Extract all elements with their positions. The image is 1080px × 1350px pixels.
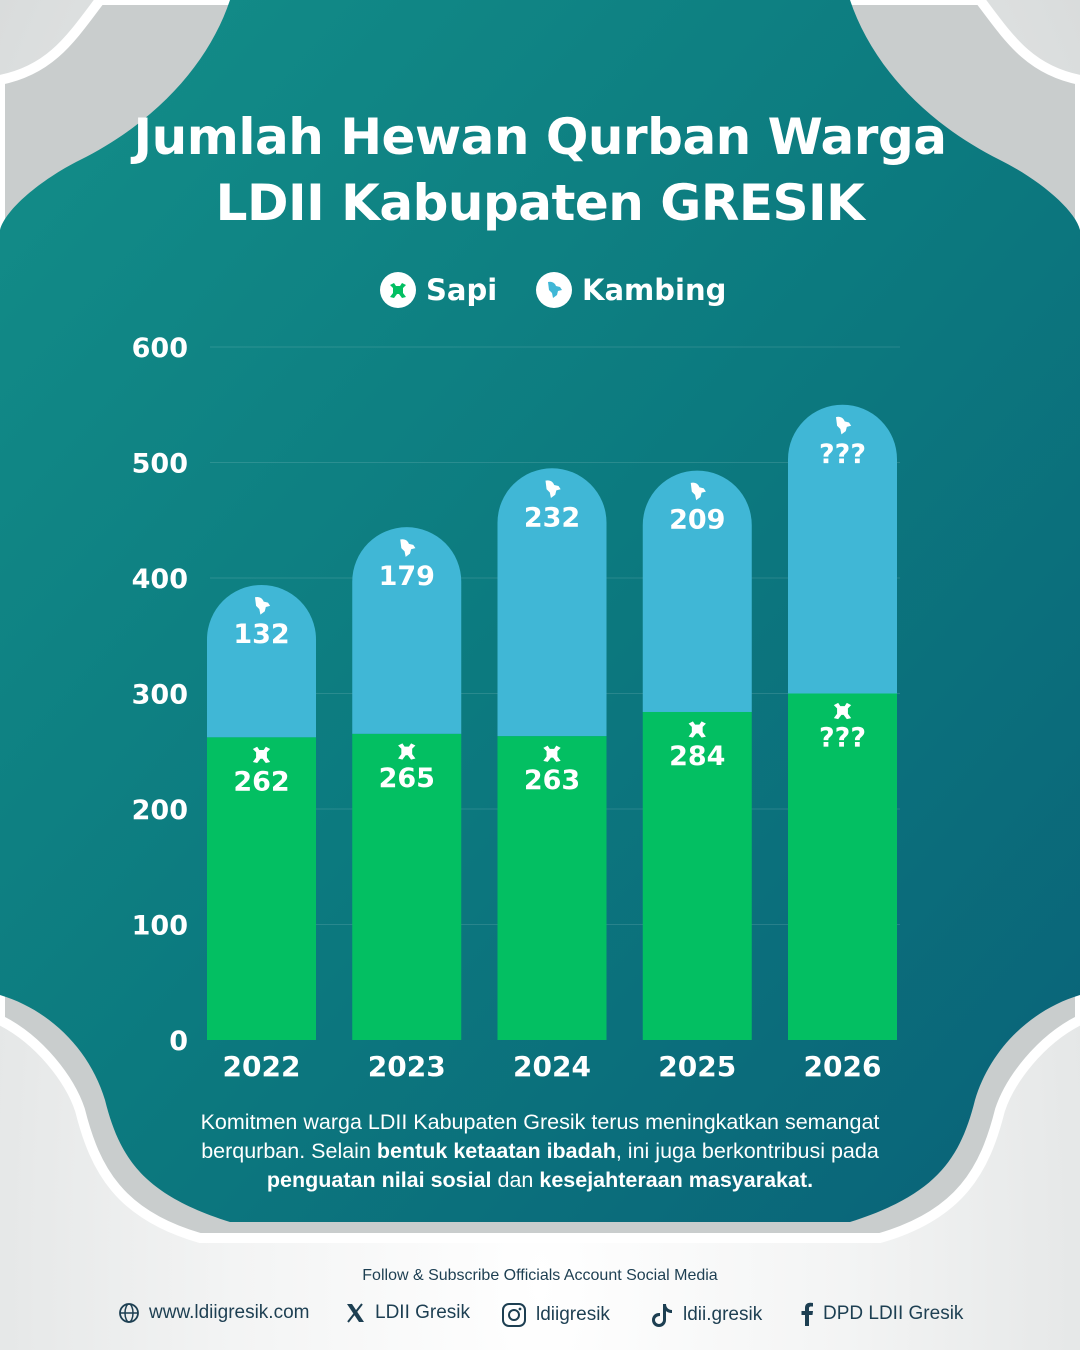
bar-sapi-2026 bbox=[788, 693, 897, 1040]
y-tick-label-600: 600 bbox=[132, 333, 188, 364]
description-part-1: Komitmen warga LDII Kabupaten Gresik ter… bbox=[200, 1110, 880, 1163]
tiktok-link[interactable]: ldii.gresik bbox=[650, 1302, 762, 1328]
bar-kambing-2024 bbox=[497, 468, 607, 737]
facebook-link[interactable]: DPD LDII Gresik bbox=[800, 1302, 963, 1326]
kambing-value-label-2023: 179 bbox=[379, 561, 435, 592]
bar-sapi-2025 bbox=[642, 711, 752, 1040]
title-line-1: Jumlah Hewan Qurban Warga bbox=[133, 108, 947, 166]
title-line-2: LDII Kabupaten GRESIK bbox=[215, 174, 865, 232]
tiktok-icon bbox=[652, 1304, 672, 1327]
legend-label-sapi: Sapi bbox=[426, 273, 498, 307]
cow-icon bbox=[380, 272, 416, 308]
tiktok-label: ldii.gresik bbox=[683, 1304, 763, 1325]
bar-kambing-2026 bbox=[788, 404, 897, 694]
y-tick-label-200: 200 bbox=[132, 795, 188, 826]
chart-legend: Sapi Kambing bbox=[0, 272, 1080, 316]
x-label: LDII Gresik bbox=[375, 1302, 471, 1323]
x-link[interactable]: LDII Gresik bbox=[344, 1302, 470, 1324]
legend-item-sapi: Sapi bbox=[380, 272, 497, 308]
x-tick-label-2022: 2022 bbox=[223, 1050, 301, 1083]
facebook-icon bbox=[801, 1302, 813, 1326]
globe-icon bbox=[119, 1303, 139, 1323]
y-tick-label-300: 300 bbox=[132, 680, 188, 711]
y-tick-label-0: 0 bbox=[169, 1026, 188, 1057]
sapi-value-label-2024: 263 bbox=[524, 765, 580, 796]
x-logo-icon bbox=[347, 1303, 364, 1323]
bar-kambing-2023 bbox=[352, 527, 462, 734]
social-links: www.ldiigresik.com LDII Gresik ldiigresi… bbox=[0, 1302, 1080, 1332]
kambing-value-label-2024: 232 bbox=[524, 502, 580, 533]
sapi-value-label-2025: 284 bbox=[669, 741, 725, 772]
instagram-label: ldiigresik bbox=[536, 1304, 610, 1325]
description-text: Komitmen warga LDII Kabupaten Gresik ter… bbox=[190, 1108, 890, 1195]
sapi-value-label-2026: ??? bbox=[819, 723, 866, 754]
bar-sapi-2023 bbox=[352, 733, 462, 1040]
x-tick-label-2024: 2024 bbox=[513, 1050, 591, 1083]
chart-title: Jumlah Hewan Qurban Warga LDII Kabupaten… bbox=[0, 104, 1080, 236]
description-part-2: , ini juga berkontribusi pada bbox=[615, 1139, 879, 1163]
instagram-link[interactable]: ldiigresik bbox=[501, 1302, 610, 1328]
facebook-label: DPD LDII Gresik bbox=[823, 1303, 964, 1324]
kambing-value-label-2022: 132 bbox=[233, 619, 289, 650]
website-label: www.ldiigresik.com bbox=[149, 1302, 310, 1323]
sapi-value-label-2022: 262 bbox=[233, 766, 289, 797]
bar-sapi-2022 bbox=[207, 737, 316, 1040]
y-tick-label-100: 100 bbox=[132, 911, 188, 942]
kambing-value-label-2025: 209 bbox=[669, 505, 725, 536]
description-bold-3: kesejahteraan masyarakat. bbox=[539, 1168, 814, 1192]
sapi-value-label-2023: 265 bbox=[379, 763, 435, 794]
website-link[interactable]: www.ldiigresik.com bbox=[118, 1302, 309, 1324]
legend-item-kambing: Kambing bbox=[536, 272, 726, 308]
y-tick-label-400: 400 bbox=[132, 564, 188, 595]
x-tick-label-2026: 2026 bbox=[804, 1050, 882, 1083]
description-bold-2: penguatan nilai sosial bbox=[266, 1168, 492, 1192]
x-tick-label-2023: 2023 bbox=[368, 1050, 446, 1083]
bar-sapi-2024 bbox=[497, 736, 607, 1040]
legend-label-kambing: Kambing bbox=[582, 273, 727, 307]
follow-text: Follow & Subscribe Officials Account Soc… bbox=[362, 1267, 718, 1284]
instagram-icon bbox=[502, 1303, 526, 1327]
description-bold-1: bentuk ketaatan ibadah bbox=[376, 1139, 616, 1163]
x-tick-label-2025: 2025 bbox=[658, 1050, 736, 1083]
bar-kambing-2025 bbox=[642, 470, 752, 712]
goat-icon bbox=[536, 272, 572, 308]
y-tick-label-500: 500 bbox=[132, 449, 188, 480]
stacked-bar-chart: 0 100 200 300 400 500 600 132 262 179 265 232 263 20… bbox=[132, 333, 897, 1083]
description-part-3: dan bbox=[491, 1168, 540, 1192]
kambing-value-label-2026: ??? bbox=[819, 439, 866, 470]
bar-kambing-2022 bbox=[207, 584, 316, 738]
